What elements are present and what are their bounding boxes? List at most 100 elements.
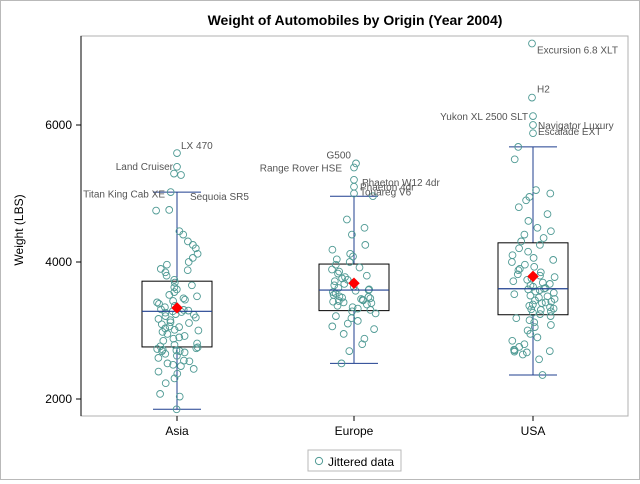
data-point: [339, 330, 348, 338]
data-point: [348, 230, 356, 239]
data-point: [514, 203, 523, 212]
data-point: [341, 273, 349, 281]
data-point: [529, 254, 538, 262]
outlier-label: Touareg V6: [360, 188, 412, 199]
data-point: [510, 290, 519, 299]
data-point: [173, 369, 182, 378]
data-point: [550, 295, 559, 303]
data-point: [166, 316, 175, 325]
data-point: [361, 241, 370, 249]
data-point: [161, 303, 169, 312]
data-point: [180, 332, 189, 340]
x-tick-label: Asia: [165, 424, 189, 438]
data-point: [166, 188, 175, 196]
outlier-label: LX 470: [181, 141, 213, 152]
x-tick-label: Europe: [335, 424, 374, 438]
data-point: [161, 379, 170, 388]
data-point: [332, 255, 341, 264]
outlier-label: Phaeton 4dr: [360, 183, 415, 194]
data-point: [334, 269, 342, 278]
box: [141, 280, 213, 348]
data-point: [156, 390, 164, 398]
data-point: [154, 367, 163, 376]
box: [497, 242, 569, 316]
outlier-label: Land Cruiser: [116, 162, 174, 173]
data-point: [170, 278, 179, 287]
data-point: [515, 244, 523, 253]
data-point: [343, 275, 352, 284]
mean-marker: [348, 277, 360, 289]
data-point: [547, 307, 555, 316]
data-point: [546, 312, 555, 320]
outlier-point: [350, 175, 358, 184]
data-point: [343, 215, 351, 224]
data-point: [546, 303, 554, 312]
data-point: [358, 340, 367, 349]
data-point: [175, 227, 184, 236]
data-point: [169, 297, 177, 305]
data-point: [533, 223, 542, 232]
data-point: [543, 292, 552, 301]
data-point: [546, 189, 555, 198]
data-point: [508, 251, 517, 260]
data-point: [158, 347, 166, 355]
data-point: [530, 323, 539, 331]
data-point: [357, 295, 365, 303]
data-point: [183, 266, 192, 275]
data-point: [163, 359, 172, 368]
data-point: [166, 318, 175, 327]
data-point: [345, 347, 354, 355]
data-point: [328, 265, 336, 274]
data-point: [163, 330, 172, 338]
data-point: [545, 347, 554, 355]
data-point: [530, 262, 539, 271]
data-point: [184, 237, 192, 246]
data-point: [362, 271, 371, 280]
data-point: [547, 227, 555, 236]
outlier-label: Excursion 6.8 XLT: [537, 46, 618, 57]
data-point: [339, 298, 348, 307]
outlier-label: Sequoia SR5: [190, 192, 249, 203]
data-point: [153, 298, 161, 307]
data-point: [549, 256, 558, 264]
data-point: [193, 292, 201, 301]
data-point: [328, 322, 337, 331]
data-point: [161, 312, 170, 320]
data-point: [508, 336, 517, 345]
outlier-label: Range Rover HSE: [260, 164, 343, 175]
data-point: [337, 359, 346, 368]
data-point: [550, 273, 559, 281]
data-point: [334, 284, 343, 292]
data-point: [370, 325, 378, 333]
outlier-point: [173, 162, 181, 171]
data-point: [175, 323, 183, 331]
outlier-point: [528, 93, 536, 102]
data-point: [345, 258, 354, 266]
data-point: [152, 206, 160, 215]
data-point: [517, 237, 526, 246]
data-point: [508, 258, 516, 266]
legend: Jittered data: [307, 449, 402, 472]
outlier-point: [352, 159, 360, 168]
data-point: [330, 277, 339, 286]
outlier-label: Yukon XL 2500 SLT: [440, 112, 528, 123]
data-point: [365, 285, 373, 294]
data-point: [538, 278, 547, 287]
data-point: [353, 304, 362, 313]
data-point: [535, 286, 544, 294]
outlier-label: G500: [327, 150, 352, 161]
data-point: [521, 260, 529, 269]
data-point: [367, 299, 376, 307]
y-tick-label: 2000: [45, 392, 72, 406]
data-point: [351, 286, 360, 295]
data-point: [154, 315, 163, 323]
data-point: [543, 210, 552, 218]
data-point: [525, 193, 534, 201]
legend-border: [307, 449, 402, 472]
data-point: [533, 333, 542, 342]
data-point: [369, 192, 377, 201]
legend-marker: [314, 456, 324, 466]
data-point: [331, 260, 340, 269]
x-tick-label: USA: [521, 424, 546, 438]
